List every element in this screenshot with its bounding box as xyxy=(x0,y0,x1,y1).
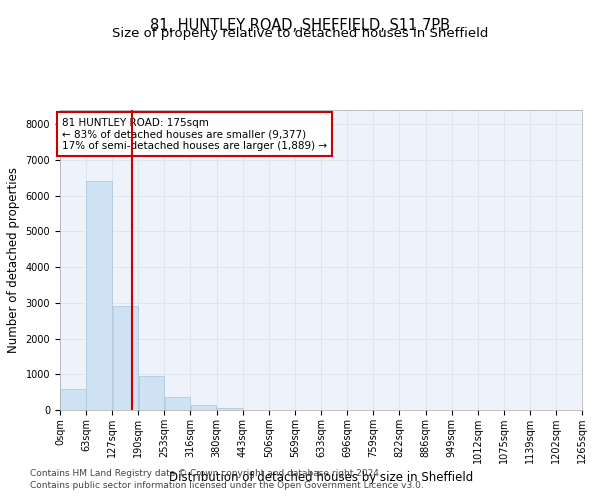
Bar xyxy=(217,408,242,410)
Y-axis label: Number of detached properties: Number of detached properties xyxy=(7,167,20,353)
Bar xyxy=(113,306,139,410)
Text: Contains HM Land Registry data © Crown copyright and database right 2024.: Contains HM Land Registry data © Crown c… xyxy=(30,468,382,477)
Text: Contains public sector information licensed under the Open Government Licence v3: Contains public sector information licen… xyxy=(30,481,424,490)
Text: 81, HUNTLEY ROAD, SHEFFIELD, S11 7PB: 81, HUNTLEY ROAD, SHEFFIELD, S11 7PB xyxy=(150,18,450,32)
Bar xyxy=(164,397,190,410)
Bar xyxy=(139,376,164,410)
Bar xyxy=(86,180,112,410)
Text: Size of property relative to detached houses in Sheffield: Size of property relative to detached ho… xyxy=(112,28,488,40)
X-axis label: Distribution of detached houses by size in Sheffield: Distribution of detached houses by size … xyxy=(169,472,473,484)
Bar xyxy=(191,406,216,410)
Text: 81 HUNTLEY ROAD: 175sqm
← 83% of detached houses are smaller (9,377)
17% of semi: 81 HUNTLEY ROAD: 175sqm ← 83% of detache… xyxy=(62,118,327,150)
Bar xyxy=(60,390,86,410)
